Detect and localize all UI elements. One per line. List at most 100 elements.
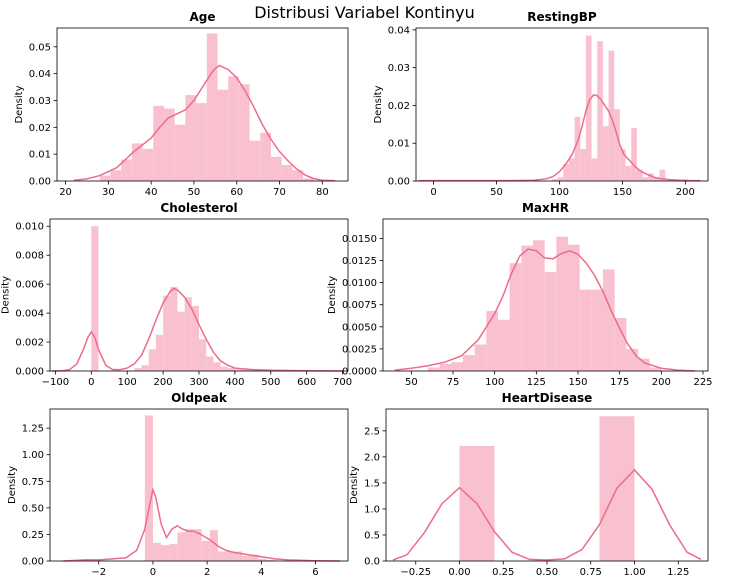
kde-line: [63, 487, 340, 562]
y-axis-label: Density: [327, 276, 338, 314]
x-tick-label: 100: [485, 377, 504, 388]
histogram-bar: [193, 529, 202, 561]
y-tick-label: 0.010: [15, 222, 44, 233]
x-tick-label: 0: [88, 377, 94, 388]
subplot-heartdisease: −0.25 0.00 0.25 0.50 0.75 1.00 1.25 0.0 0.5 1.0 1.…: [349, 391, 709, 578]
histogram-bar: [220, 366, 228, 371]
subplot-title: MaxHR: [522, 201, 569, 215]
x-tick-label: 50: [405, 377, 418, 388]
histogram-bar: [142, 148, 154, 181]
y-tick-label: 0.03: [388, 63, 410, 74]
histogram-bar: [144, 415, 153, 561]
y-tick-label: 0.04: [29, 69, 51, 80]
histogram-bar: [206, 33, 218, 181]
histogram-bar: [99, 175, 111, 181]
histogram-bar: [463, 355, 475, 371]
histogram-bar: [161, 545, 170, 561]
histogram-bar: [648, 173, 654, 181]
histogram-bar: [631, 128, 637, 181]
histogram-bar: [217, 89, 229, 181]
histogram-bar: [568, 158, 575, 181]
subplot-age: 20 30 40 50 60 70 80 0.00 0.01 0.02 0.03 0.04 0.05 Ag…: [14, 10, 349, 198]
histogram-bar: [270, 156, 282, 181]
kde-line: [51, 287, 343, 372]
histogram-bar: [177, 532, 186, 561]
y-tick-label: 0.25: [22, 530, 44, 541]
kde-line: [74, 64, 336, 182]
y-axis-label: Density: [1, 276, 12, 314]
histogram-bar: [509, 263, 522, 371]
histogram-bar: [169, 543, 178, 561]
y-tick-label: 0.002: [15, 338, 44, 349]
x-tick-label: 50: [490, 187, 503, 198]
histogram-bar: [636, 169, 643, 181]
subplot-title: Cholesterol: [160, 201, 237, 215]
y-axis-label: Density: [14, 85, 25, 123]
histogram-bar: [249, 140, 261, 181]
histogram-bar: [228, 76, 239, 181]
y-tick-label: 0.0025: [342, 344, 377, 355]
histogram-bar: [242, 369, 250, 371]
y-tick-label: 0.0100: [342, 278, 377, 289]
histogram-bar: [174, 124, 186, 181]
kde-line: [392, 468, 702, 561]
subplot-title: RestingBP: [527, 10, 597, 24]
histogram-bar: [303, 178, 314, 181]
histogram-bar: [185, 95, 197, 181]
x-tick-label: 600: [297, 377, 316, 388]
histogram-bar: [653, 177, 660, 181]
subplot-cholesterol: −100 0 100 200 300 400 500 600 700 0.000 0.002 0.00…: [1, 201, 353, 388]
y-tick-label: 1.5: [364, 478, 380, 489]
x-tick-label: 200: [154, 377, 173, 388]
y-tick-label: 0.03: [29, 96, 51, 107]
y-tick-label: 0.5: [364, 530, 380, 541]
histogram-bar: [649, 367, 662, 371]
histogram-bar: [213, 362, 221, 371]
x-tick-label: 150: [568, 377, 587, 388]
y-tick-label: 0.05: [29, 42, 51, 53]
histogram-bar: [591, 289, 603, 371]
y-tick-label: 2.5: [364, 426, 380, 437]
histogram-bar: [196, 103, 207, 181]
y-tick-label: 0.0150: [342, 234, 377, 245]
y-tick-label: 2.0: [364, 452, 380, 463]
histogram-bar: [152, 542, 162, 561]
x-tick-label: 1.25: [667, 567, 689, 578]
x-tick-label: 1.00: [623, 567, 645, 578]
histogram-bar: [185, 529, 194, 561]
y-tick-label: 0.01: [29, 150, 51, 161]
axes-frame: [382, 218, 709, 372]
y-tick-label: 0.04: [388, 25, 410, 36]
histogram-bar: [258, 558, 267, 561]
y-tick-label: 1.00: [22, 450, 44, 461]
y-tick-label: 1.25: [22, 424, 44, 435]
histogram-bar: [439, 363, 452, 371]
histogram-bar: [163, 295, 171, 371]
histogram-bar: [533, 240, 545, 371]
x-tick-label: 150: [613, 187, 632, 198]
histogram-bar: [585, 35, 592, 181]
histogram-bar: [619, 148, 626, 181]
histogram-bar: [614, 109, 620, 181]
histogram-bar: [148, 349, 156, 371]
histogram-bar: [121, 159, 132, 181]
histogram-bar: [557, 177, 564, 181]
y-tick-label: 0.50: [22, 503, 44, 514]
histogram-bar: [580, 148, 586, 181]
histogram-bar: [281, 164, 293, 181]
y-tick-label: 0.02: [29, 123, 51, 134]
x-tick-label: 4: [258, 567, 264, 578]
axes-frame: [415, 27, 709, 182]
x-tick-label: 100: [118, 377, 137, 388]
histogram-bar: [625, 165, 632, 181]
histogram-bar: [226, 551, 235, 561]
histogram-bar: [91, 226, 99, 371]
y-tick-label: 0.01: [388, 139, 410, 150]
x-tick-label: 2: [204, 567, 210, 578]
histogram-bar: [153, 105, 164, 181]
histogram-bar: [451, 362, 463, 371]
histogram-bar: [209, 530, 218, 561]
x-tick-label: 0.75: [580, 567, 602, 578]
x-tick-label: 0: [430, 187, 436, 198]
subplot-maxhr: 50 75 100 125 150 175 200 225 0.0000 0.0025 0.0050…: [327, 201, 712, 388]
